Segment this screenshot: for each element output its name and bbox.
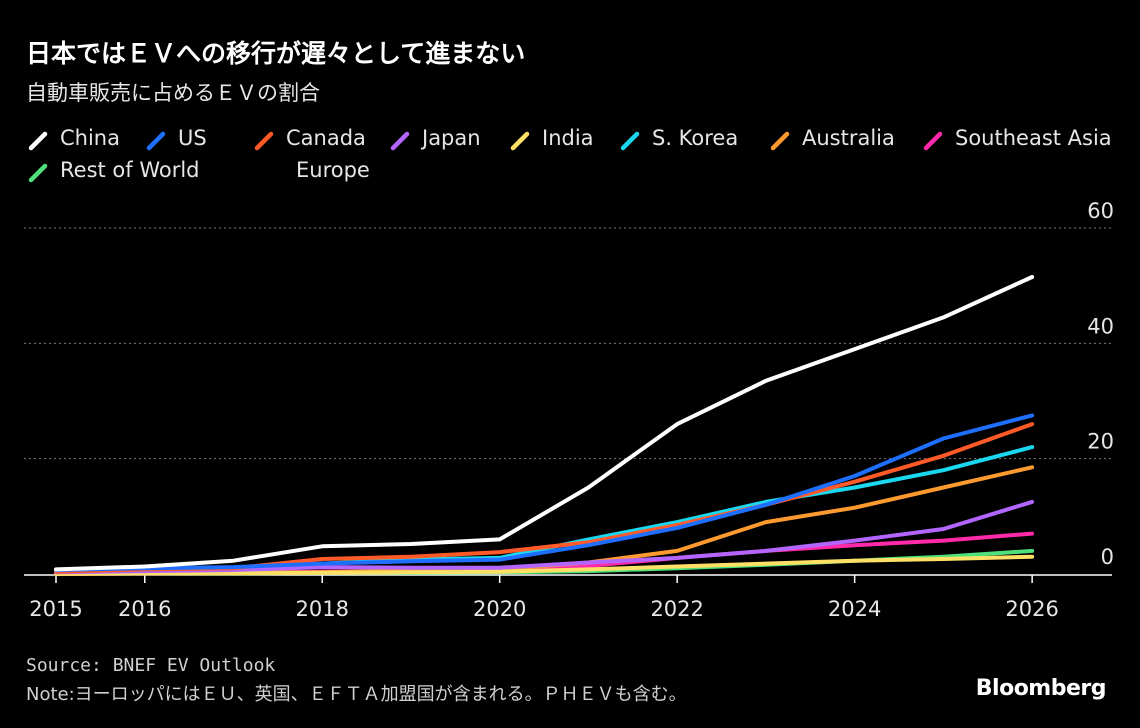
- legend-swatch-japan: [390, 131, 410, 151]
- legend-label: Europe: [296, 158, 370, 182]
- legend-label: India: [542, 126, 594, 150]
- legend-swatch-india: [510, 131, 530, 151]
- legend-swatch-southeast-asia: [923, 131, 943, 151]
- bloomberg-logo: Bloomberg: [975, 676, 1107, 701]
- series-line-china: [54, 275, 1035, 572]
- legend-label: S. Korea: [652, 126, 739, 150]
- y-tick-label: 0: [1101, 545, 1114, 569]
- note-text: Note:ヨーロッパにはＥＵ、英国、ＥＦＴＡ加盟国が含まれる。ＰＨＥＶも含む。: [26, 684, 687, 705]
- legend-swatch-us: [146, 131, 166, 151]
- legend-swatch-europe: [264, 163, 284, 183]
- series-line-india: [54, 554, 1035, 576]
- legend-label: China: [60, 126, 120, 150]
- legend-label: US: [178, 126, 207, 150]
- legend-swatch-canada: [254, 131, 274, 151]
- x-tick-label: 2020: [473, 597, 526, 621]
- x-tick-label: 2022: [650, 597, 703, 621]
- legend-swatch-s-korea: [620, 131, 640, 151]
- series-line-us: [54, 413, 1035, 572]
- x-tick-label: 2016: [118, 597, 171, 621]
- y-tick-label: 20: [1087, 430, 1114, 454]
- legend-label: Rest of World: [60, 158, 200, 182]
- chart-subtitle: 自動車販売に占めるＥＶの割合: [26, 81, 320, 105]
- legend-swatch-china: [28, 131, 48, 151]
- x-tick-label: 2026: [1005, 597, 1058, 621]
- chart-title: 日本ではＥＶへの移行が遅々として進まない: [26, 39, 526, 68]
- x-tick-label: 2018: [295, 597, 348, 621]
- legend-label: Southeast Asia: [955, 126, 1112, 150]
- legend-label: Canada: [286, 126, 366, 150]
- x-tick-label: 2024: [828, 597, 881, 621]
- legend-swatch-australia: [770, 131, 790, 151]
- legend-label: Australia: [802, 126, 895, 150]
- y-tick-label: 60: [1087, 199, 1114, 223]
- legend-swatch-rest-of-world: [28, 163, 48, 183]
- x-tick-label: 2015: [29, 597, 82, 621]
- legend-label: Japan: [422, 126, 481, 150]
- y-tick-label: 40: [1087, 314, 1114, 338]
- source-text: Source: BNEF EV Outlook: [26, 655, 276, 676]
